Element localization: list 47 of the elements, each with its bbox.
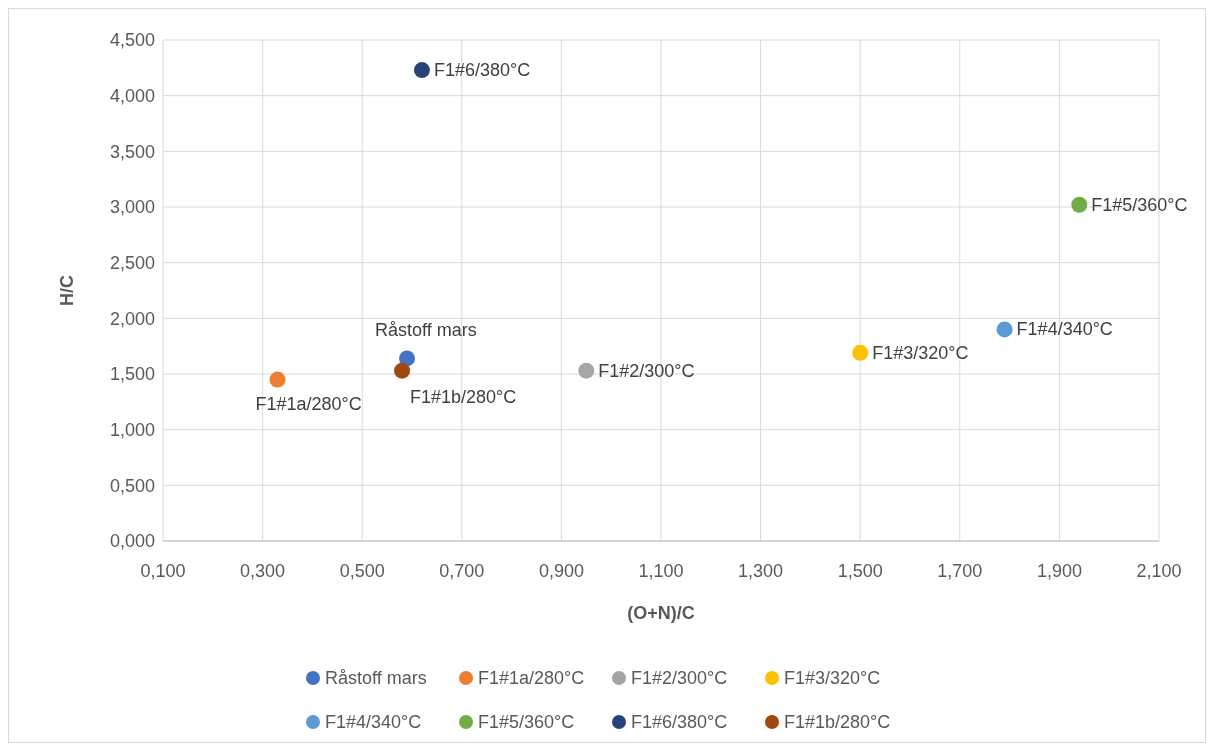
y-tick-label: 3,500 bbox=[109, 141, 155, 162]
point bbox=[399, 350, 416, 367]
legend-label: F1#3/320°C bbox=[784, 668, 881, 689]
point bbox=[413, 62, 430, 79]
y-tick-label: 2,000 bbox=[109, 308, 155, 329]
x-tick-label: 1,100 bbox=[638, 561, 684, 581]
x-tick-label: 0,700 bbox=[439, 561, 485, 581]
x-tick-label: 1,300 bbox=[738, 561, 784, 581]
point bbox=[1071, 196, 1088, 213]
legend-label: Råstoff mars bbox=[325, 668, 427, 689]
x-tick-label: 1,500 bbox=[837, 561, 883, 581]
y-tick-label: 3,000 bbox=[109, 197, 155, 218]
y-tick-label: 1,000 bbox=[109, 419, 155, 440]
text: F1#1a/280°C bbox=[255, 393, 362, 414]
y-tick-label: 4,000 bbox=[109, 85, 155, 106]
y-tick-label: 0,000 bbox=[109, 531, 155, 552]
x-tick-label: 1,900 bbox=[1036, 561, 1082, 581]
y-tick-label: 1,500 bbox=[109, 364, 155, 385]
x-tick-label: 2,100 bbox=[1136, 561, 1182, 581]
x-tick-label: 1,700 bbox=[937, 561, 983, 581]
legend-label: F1#2/300°C bbox=[631, 668, 728, 689]
legend-label: F1#1a/280°C bbox=[478, 668, 585, 689]
point bbox=[996, 321, 1013, 338]
legend-label: F1#5/360°C bbox=[478, 712, 575, 733]
text: F1#3/320°C bbox=[872, 342, 969, 363]
x-tick-label: 0,900 bbox=[538, 561, 584, 581]
y-tick-label: 4,500 bbox=[109, 30, 155, 51]
text: F1#2/300°C bbox=[598, 360, 695, 381]
text: F1#4/340°C bbox=[1016, 319, 1113, 340]
x-axis-title: (O+N)/C bbox=[627, 603, 695, 623]
text: Råstoff mars bbox=[375, 320, 477, 341]
point bbox=[852, 344, 869, 361]
y-tick-label: 2,500 bbox=[109, 252, 155, 273]
legend-label: F1#1b/280°C bbox=[784, 712, 891, 733]
text: F1#1b/280°C bbox=[410, 386, 517, 407]
point bbox=[269, 371, 286, 388]
point bbox=[394, 362, 411, 379]
text: F1#6/380°C bbox=[433, 60, 531, 81]
text: F1#5/360°C bbox=[1091, 194, 1188, 215]
y-axis-title: H/C bbox=[57, 275, 77, 306]
point bbox=[578, 362, 595, 379]
x-tick-label: 0,300 bbox=[240, 561, 286, 581]
legend-label: F1#4/340°C bbox=[325, 712, 422, 733]
legend-label: F1#6/380°C bbox=[631, 712, 728, 733]
y-tick-label: 0,500 bbox=[109, 475, 155, 496]
x-tick-label: 0,100 bbox=[140, 561, 186, 581]
x-tick-label: 0,500 bbox=[339, 561, 385, 581]
